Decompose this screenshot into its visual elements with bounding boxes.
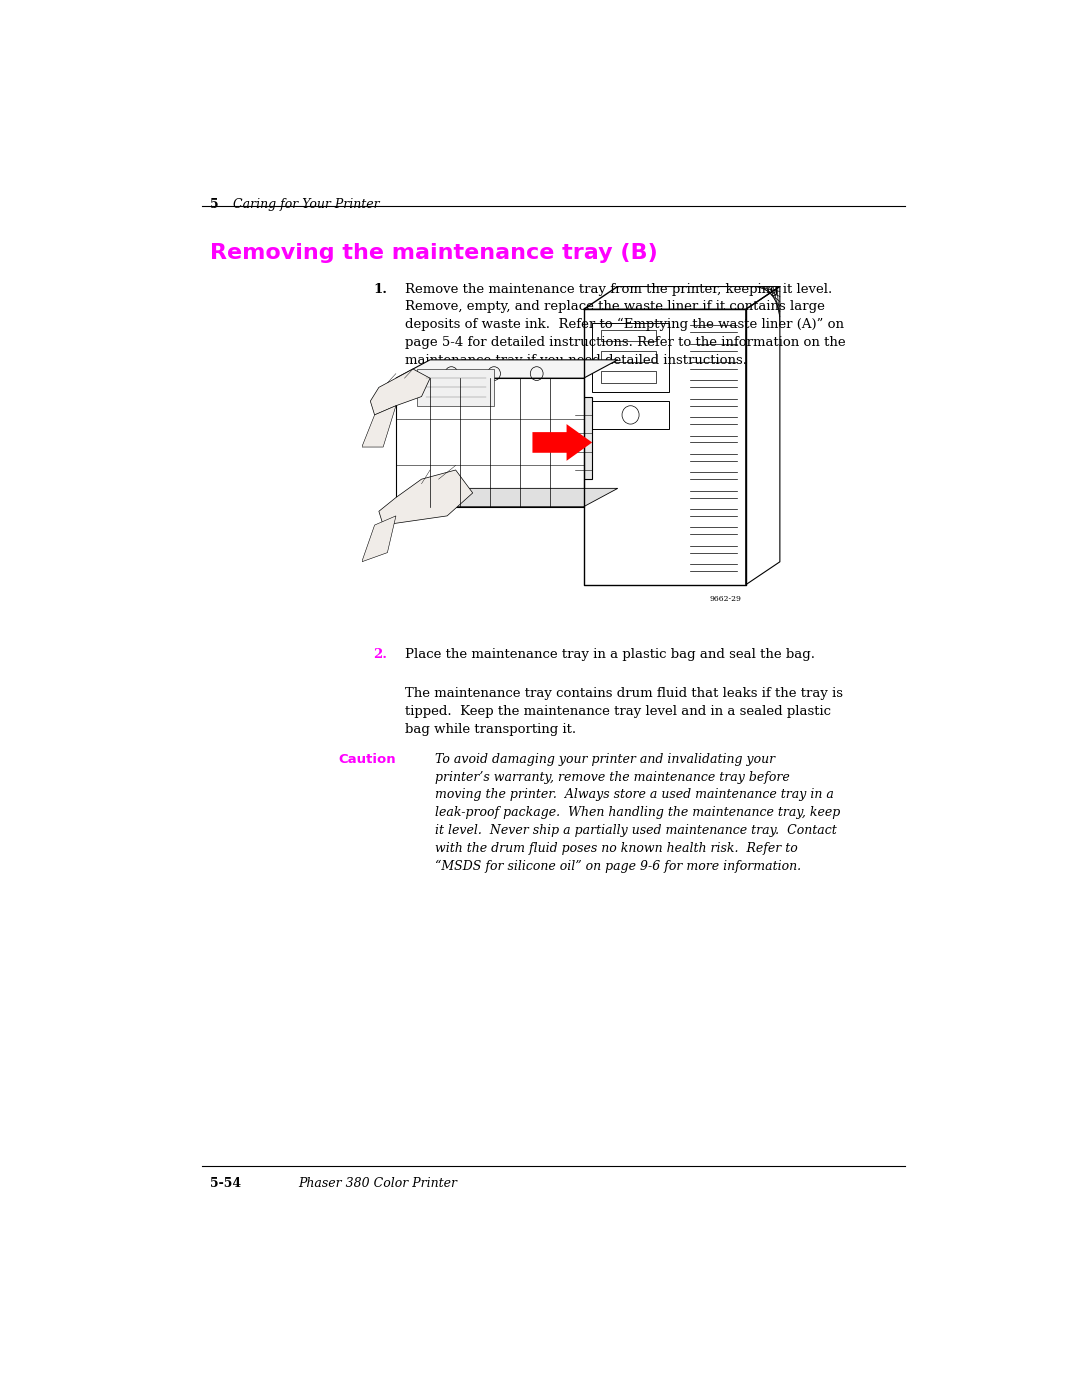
Text: tipped.  Keep the maintenance tray level and in a sealed plastic: tipped. Keep the maintenance tray level … <box>405 705 831 718</box>
Text: 5: 5 <box>211 198 219 211</box>
Polygon shape <box>396 360 618 379</box>
Text: 9662-29: 9662-29 <box>710 595 742 604</box>
Text: 2.: 2. <box>374 648 388 661</box>
Text: leak-proof package.  When handling the maintenance tray, keep: leak-proof package. When handling the ma… <box>434 806 840 819</box>
FancyArrow shape <box>532 425 592 461</box>
Text: Removing the maintenance tray (B): Removing the maintenance tray (B) <box>211 243 658 263</box>
Bar <box>592 401 669 429</box>
Text: with the drum fluid poses no known health risk.  Refer to: with the drum fluid poses no known healt… <box>434 841 797 855</box>
Text: 1.: 1. <box>374 282 388 296</box>
Bar <box>600 351 657 362</box>
Text: printer’s warranty, remove the maintenance tray before: printer’s warranty, remove the maintenan… <box>434 771 789 784</box>
Text: it level.  Never ship a partially used maintenance tray.  Contact: it level. Never ship a partially used ma… <box>434 824 836 837</box>
Text: moving the printer.  Always store a used maintenance tray in a: moving the printer. Always store a used … <box>434 788 834 802</box>
Polygon shape <box>362 405 396 447</box>
Text: 5-54: 5-54 <box>211 1176 242 1190</box>
Text: Place the maintenance tray in a plastic bag and seal the bag.: Place the maintenance tray in a plastic … <box>405 648 814 661</box>
Bar <box>417 369 494 405</box>
Text: Caution: Caution <box>338 753 396 766</box>
Text: maintenance tray if you need detailed instructions.: maintenance tray if you need detailed in… <box>405 353 746 367</box>
Text: Remove, empty, and replace the waste liner if it contains large: Remove, empty, and replace the waste lin… <box>405 300 824 313</box>
Text: The maintenance tray contains drum fluid that leaks if the tray is: The maintenance tray contains drum fluid… <box>405 687 842 700</box>
Polygon shape <box>370 369 430 415</box>
Text: Caring for Your Printer: Caring for Your Printer <box>233 198 379 211</box>
Polygon shape <box>396 489 618 507</box>
Polygon shape <box>379 469 473 525</box>
Text: deposits of waste ink.  Refer to “Emptying the waste liner (A)” on: deposits of waste ink. Refer to “Emptyin… <box>405 319 843 331</box>
Bar <box>592 323 669 393</box>
Text: Phaser 380 Color Printer: Phaser 380 Color Printer <box>298 1176 457 1190</box>
Bar <box>600 330 657 341</box>
Text: bag while transporting it.: bag while transporting it. <box>405 722 576 736</box>
Bar <box>576 397 592 479</box>
Polygon shape <box>396 379 583 507</box>
Text: “MSDS for silicone oil” on page 9-6 for more information.: “MSDS for silicone oil” on page 9-6 for … <box>434 859 800 873</box>
Text: To avoid damaging your printer and invalidating your: To avoid damaging your printer and inval… <box>434 753 774 766</box>
Text: page 5-4 for detailed instructions. Refer to the information on the: page 5-4 for detailed instructions. Refe… <box>405 337 846 349</box>
Bar <box>600 372 657 383</box>
Text: Remove the maintenance tray from the printer, keeping it level.: Remove the maintenance tray from the pri… <box>405 282 832 296</box>
Polygon shape <box>362 515 396 562</box>
